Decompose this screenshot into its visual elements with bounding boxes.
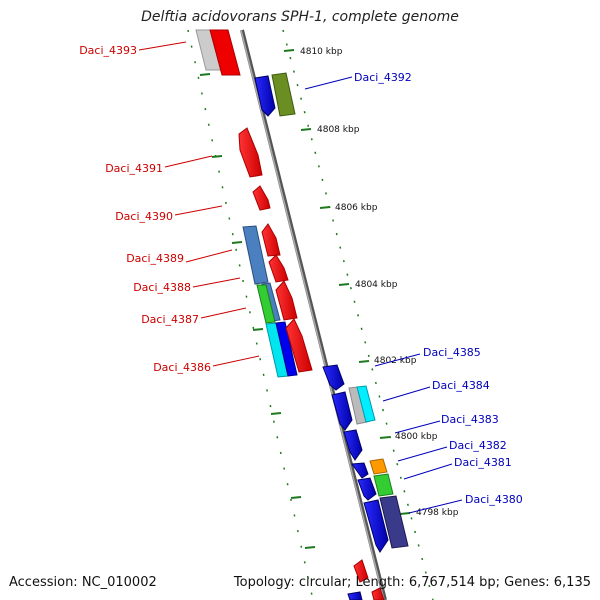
gene-daci-4380-block [379, 495, 409, 549]
gene-label-daci-4392: Daci_4392 [354, 71, 412, 84]
kbp-label: 4806 kbp [335, 203, 378, 213]
gene-daci-4385-arrow [322, 364, 345, 391]
kbp-label: 4810 kbp [300, 47, 343, 57]
kbp-label: 4808 kbp [317, 125, 360, 135]
gene-fragment-bottom-blue [347, 591, 363, 600]
gene-daci-4386-arrow [285, 318, 313, 373]
gene-fragment-bottom-red-2 [371, 587, 385, 600]
gene-daci-4384-block-cyan [356, 385, 376, 423]
gene-daci-4381-arrow [357, 477, 377, 501]
gene-label-daci-4380: Daci_4380 [465, 493, 523, 506]
gene-label-daci-4389: Daci_4389 [126, 252, 184, 265]
left-gene-labels: Daci_4393 Daci_4391 Daci_4390 Daci_4389 … [79, 41, 260, 374]
genome-backbone [240, 29, 387, 600]
gene-daci-4382-arrow [351, 462, 369, 479]
gene-daci-4388-arrow [268, 254, 289, 283]
gene-label-daci-4388: Daci_4388 [133, 281, 191, 294]
kbp-label: 4804 kbp [355, 280, 398, 290]
gene-daci-4384-arrow [331, 391, 353, 431]
gene-daci-4381-block [373, 473, 394, 497]
gene-daci-4390-arrow [252, 185, 271, 211]
accession-text: Accession: NC_010002 [9, 575, 157, 590]
outer-ring-right [282, 29, 434, 600]
gene-daci-4387-block [256, 284, 276, 324]
gene-daci-4392-block [271, 72, 296, 117]
kbp-label: 4798 kbp [416, 508, 459, 518]
gene-label-daci-4382: Daci_4382 [449, 439, 507, 452]
gene-label-daci-4391: Daci_4391 [105, 162, 163, 175]
gene-fragment-bottom-red [353, 559, 369, 583]
kbp-ticks [199, 49, 411, 549]
right-gene-labels: Daci_4392 Daci_4385 Daci_4384 Daci_4383 … [304, 71, 523, 514]
gene-daci-4383-arrow [343, 429, 363, 461]
gene-daci-4382-block [369, 458, 388, 475]
inner-ring-left [187, 29, 314, 600]
gene-label-daci-4386: Daci_4386 [153, 361, 211, 374]
gene-label-daci-4383: Daci_4383 [441, 413, 499, 426]
map-title: Delftia acidovorans SPH-1, complete geno… [141, 9, 459, 25]
gene-daci-4392-arrow [254, 75, 276, 117]
gene-label-daci-4387: Daci_4387 [141, 313, 199, 326]
gene-daci-4389-arrow [261, 223, 281, 257]
gene-label-daci-4390: Daci_4390 [115, 210, 173, 223]
gene-daci-4391-arrow [238, 127, 263, 178]
gene-daci-4389-block [242, 225, 269, 285]
kbp-label-group: 4810 kbp 4808 kbp 4806 kbp 4804 kbp 4802… [300, 47, 459, 518]
gene-label-daci-4393: Daci_4393 [79, 44, 137, 57]
gene-label-daci-4381: Daci_4381 [454, 456, 512, 469]
gene-label-daci-4385: Daci_4385 [423, 346, 481, 359]
gene-label-daci-4384: Daci_4384 [432, 379, 490, 392]
gene-daci-4393-block [195, 29, 241, 76]
gene-daci-4386-block-blue [275, 321, 298, 377]
kbp-label: 4800 kbp [395, 432, 438, 442]
gene-daci-4387-arrow [275, 280, 298, 321]
genome-summary-text: Topology: circular; Length: 6,767,514 bp… [233, 575, 591, 590]
gene-daci-4380-arrow [363, 499, 389, 553]
